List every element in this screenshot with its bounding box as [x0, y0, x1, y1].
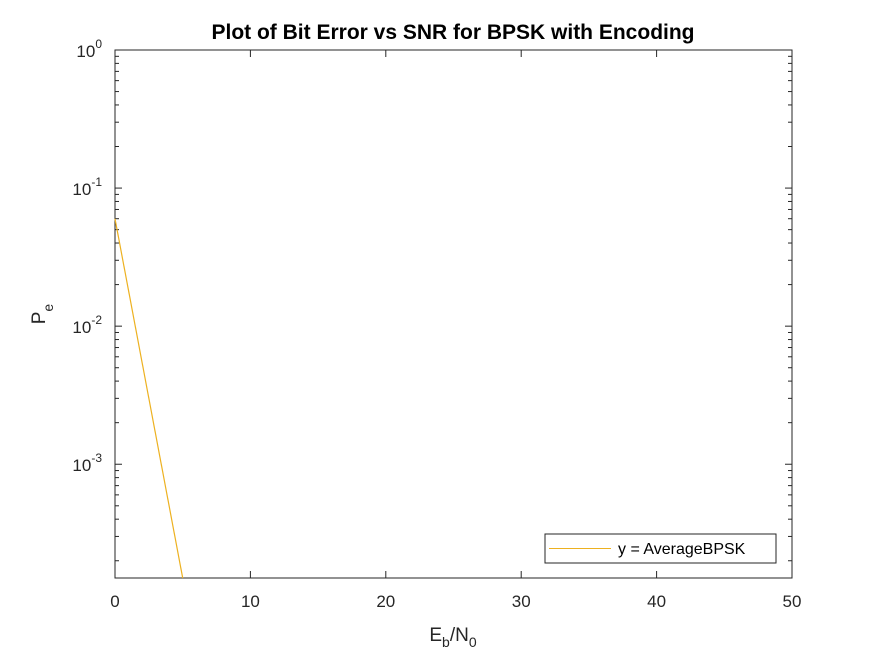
x-tick-label: 10 — [241, 592, 260, 611]
x-tick-label: 20 — [376, 592, 395, 611]
series-layer — [114, 218, 184, 579]
legend-entry: y = AverageBPSK — [618, 541, 746, 558]
x-tick-label: 50 — [783, 592, 802, 611]
y-tick-label: 10-1 — [72, 175, 102, 199]
x-axis-label: Eb/N0 — [429, 625, 476, 650]
series-line — [114, 218, 184, 579]
x-tick-label: 30 — [512, 592, 531, 611]
x-axis: 0 10 20 30 40 50 — [110, 50, 801, 611]
x-tick-label: 0 — [110, 592, 119, 611]
y-tick-label: 100 — [76, 37, 102, 61]
plot-area — [114, 49, 793, 579]
y-tick-label: 10-3 — [72, 451, 102, 475]
legend: y = AverageBPSK — [544, 533, 777, 564]
x-tick-label: 40 — [647, 592, 666, 611]
y-axis-label: Pe — [29, 304, 56, 325]
chart-title: Plot of Bit Error vs SNR for BPSK with E… — [211, 21, 694, 44]
y-axis: 100 10-1 10-2 10-3 — [72, 37, 792, 562]
y-tick-label: 10-2 — [72, 313, 102, 337]
